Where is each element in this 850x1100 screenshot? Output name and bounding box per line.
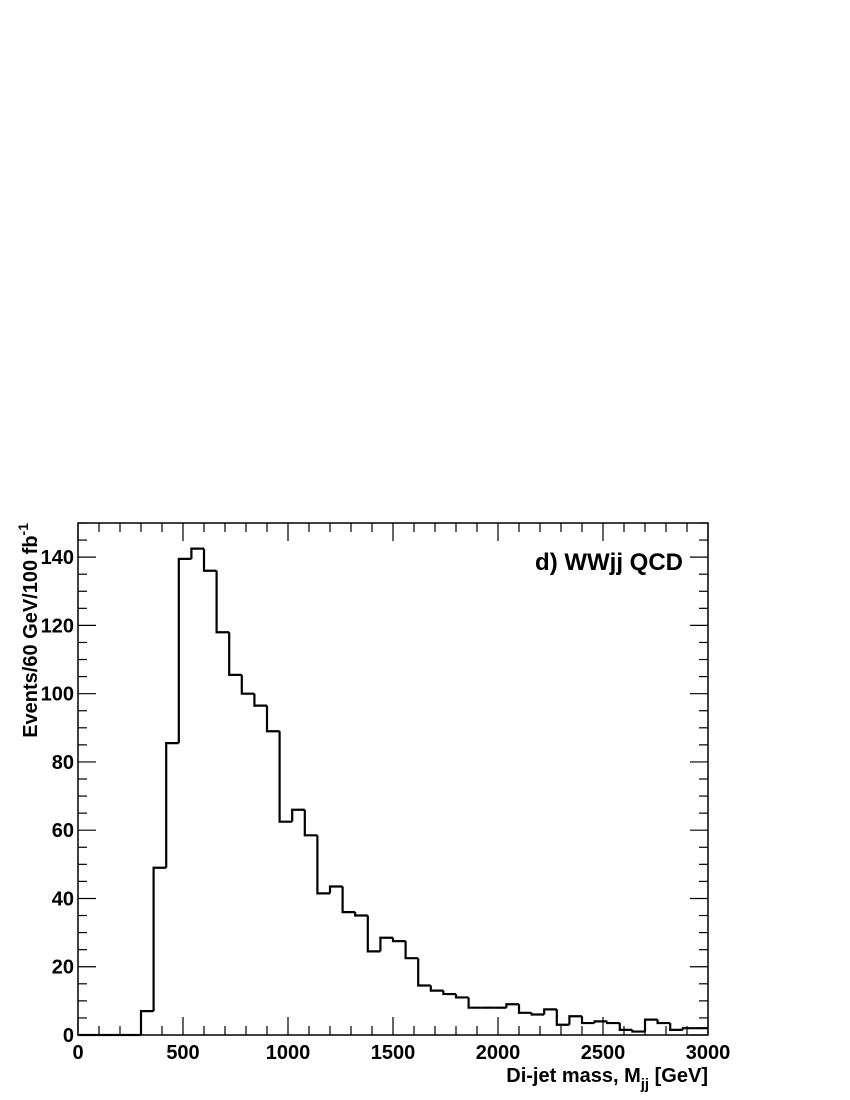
y-tick-label: 20 xyxy=(52,957,74,979)
histogram-bin xyxy=(202,548,217,572)
y-title-main: Events/60 GeV/100 fb xyxy=(20,535,42,737)
histogram-bin xyxy=(593,1020,608,1024)
y-tick-label: 140 xyxy=(41,547,74,569)
y-tick-label: 40 xyxy=(52,888,74,910)
histogram-bin xyxy=(580,1016,595,1025)
histogram-bin xyxy=(190,547,204,559)
histogram-bin xyxy=(316,835,330,895)
histogram-bin xyxy=(328,885,343,894)
y-title-sup: -1 xyxy=(15,523,31,536)
histogram-bin xyxy=(278,731,293,823)
histogram-bin xyxy=(391,937,406,943)
histogram-bin xyxy=(568,1015,582,1025)
histogram-bin xyxy=(530,1012,545,1016)
x-tick-label: 3000 xyxy=(686,1042,731,1064)
histogram-bin xyxy=(442,990,456,996)
y-tick-label: 80 xyxy=(52,752,74,774)
frame xyxy=(77,522,709,1036)
annotation: d) WWjj QCD xyxy=(535,549,683,576)
histogram-bin xyxy=(404,941,419,960)
y-tick-label: 0 xyxy=(63,1025,74,1047)
histogram-bin xyxy=(618,1023,633,1031)
histogram-bin xyxy=(253,693,267,707)
histogram-bin xyxy=(177,557,192,744)
histogram-bin xyxy=(681,1027,696,1030)
x-title-unit: [GeV] xyxy=(649,1065,708,1087)
histogram-bin xyxy=(517,1004,532,1014)
histogram-bin xyxy=(228,632,242,676)
histogram-bin xyxy=(669,1023,683,1031)
histogram-bin xyxy=(291,808,305,822)
histogram-bin xyxy=(454,994,469,999)
histogram-bin xyxy=(379,936,393,952)
histogram-bin xyxy=(341,886,356,914)
histogram-bin xyxy=(165,742,179,868)
y-axis-title: Events/60 GeV/100 fb-1 xyxy=(15,523,42,738)
histogram-bin xyxy=(303,809,318,837)
y-tick-label: 100 xyxy=(41,684,74,706)
y-tick-label: 60 xyxy=(52,820,74,842)
x-title-main: Di-jet mass, M xyxy=(506,1065,640,1087)
x-axis-title: Di-jet mass, Mjj [GeV] xyxy=(506,1065,708,1093)
x-tick-label: 1000 xyxy=(266,1042,311,1064)
y-tick-label: 120 xyxy=(41,615,74,637)
histogram-bin xyxy=(643,1018,658,1032)
histogram-bin xyxy=(354,912,368,917)
x-tick-label: 2000 xyxy=(476,1042,521,1064)
histogram-bin xyxy=(505,1003,519,1008)
histogram-bin xyxy=(429,985,444,992)
histogram-bin xyxy=(215,570,230,634)
histogram-bin xyxy=(152,866,167,1012)
x-tick-label: 2500 xyxy=(581,1042,626,1064)
x-tick-label: 500 xyxy=(166,1042,199,1064)
histogram-bin xyxy=(265,705,280,733)
histogram-bin xyxy=(543,1008,557,1015)
histogram-bin xyxy=(240,674,255,695)
x-tick-label: 0 xyxy=(72,1042,83,1064)
x-tick-label: 1500 xyxy=(371,1042,416,1064)
histogram-bin xyxy=(656,1019,671,1025)
histogram-bin xyxy=(631,1029,645,1033)
x-title-sub: jj xyxy=(640,1076,649,1093)
histogram-bin xyxy=(555,1009,570,1026)
histogram-bin xyxy=(467,997,482,1009)
histogram-bin xyxy=(417,958,431,987)
histogram-bin xyxy=(366,915,381,953)
histogram-bin xyxy=(139,1010,154,1035)
histogram-bin xyxy=(606,1021,620,1025)
